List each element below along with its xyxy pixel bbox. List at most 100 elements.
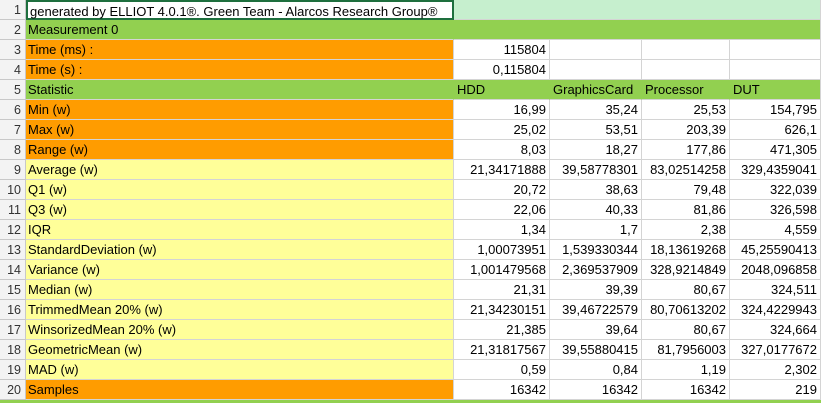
title-cell[interactable]: generated by ELLIOT 4.0.1®. Green Team -… (26, 0, 454, 20)
column-header-processor[interactable]: Processor (642, 80, 730, 100)
value-cell-processor[interactable]: 81,7956003 (642, 340, 730, 360)
empty-cell[interactable] (642, 40, 730, 60)
row-header[interactable]: 16 (0, 300, 26, 320)
statistic-header[interactable]: Statistic (26, 80, 454, 100)
value-cell-processor[interactable]: 80,70613202 (642, 300, 730, 320)
empty-cell[interactable] (730, 40, 821, 60)
statistic-label[interactable]: TrimmedMean 20% (w) (26, 300, 454, 320)
value-cell-hdd[interactable]: 1,001479568 (454, 260, 550, 280)
value-cell-hdd[interactable]: 22,06 (454, 200, 550, 220)
value-cell-processor[interactable]: 80,67 (642, 280, 730, 300)
value-cell-processor[interactable]: 83,02514258 (642, 160, 730, 180)
value-cell-processor[interactable]: 80,67 (642, 320, 730, 340)
value-cell-graphicscard[interactable]: 39,58778301 (550, 160, 642, 180)
value-cell-graphicscard[interactable]: 39,64 (550, 320, 642, 340)
value-cell-hdd[interactable]: 21,385 (454, 320, 550, 340)
column-header-hdd[interactable]: HDD (454, 80, 550, 100)
row-header[interactable]: 7 (0, 120, 26, 140)
statistic-label[interactable]: Range (w) (26, 140, 454, 160)
value-cell-graphicscard[interactable]: 18,27 (550, 140, 642, 160)
column-header-graphicscard[interactable]: GraphicsCard (550, 80, 642, 100)
value-cell-processor[interactable]: 177,86 (642, 140, 730, 160)
statistic-label[interactable]: StandardDeviation (w) (26, 240, 454, 260)
value-cell-graphicscard[interactable]: 1,539330344 (550, 240, 642, 260)
statistic-label[interactable]: Median (w) (26, 280, 454, 300)
value-cell-dut[interactable]: 324,4229943 (730, 300, 821, 320)
row-header[interactable]: 4 (0, 60, 26, 80)
row-header[interactable]: 8 (0, 140, 26, 160)
value-cell-processor[interactable]: 328,9214849 (642, 260, 730, 280)
value-cell-dut[interactable]: 2,302 (730, 360, 821, 380)
value-cell-hdd[interactable]: 16,99 (454, 100, 550, 120)
value-cell-dut[interactable]: 626,1 (730, 120, 821, 140)
row-header[interactable]: 14 (0, 260, 26, 280)
value-cell-graphicscard[interactable]: 38,63 (550, 180, 642, 200)
value-cell-dut[interactable]: 329,4359041 (730, 160, 821, 180)
statistic-label[interactable]: Min (w) (26, 100, 454, 120)
value-cell-hdd[interactable]: 21,34171888 (454, 160, 550, 180)
time-ms-value[interactable]: 115804 (454, 40, 550, 60)
value-cell-graphicscard[interactable]: 53,51 (550, 120, 642, 140)
value-cell-hdd[interactable]: 21,34230151 (454, 300, 550, 320)
value-cell-dut[interactable]: 154,795 (730, 100, 821, 120)
value-cell-graphicscard[interactable]: 39,46722579 (550, 300, 642, 320)
statistic-label[interactable]: IQR (26, 220, 454, 240)
row-header[interactable]: 3 (0, 40, 26, 60)
row-header[interactable]: 2 (0, 20, 26, 40)
time-s-value[interactable]: 0,115804 (454, 60, 550, 80)
row-header[interactable]: 20 (0, 380, 26, 400)
statistic-label[interactable]: Max (w) (26, 120, 454, 140)
value-cell-processor[interactable]: 79,48 (642, 180, 730, 200)
value-cell-graphicscard[interactable]: 39,55880415 (550, 340, 642, 360)
value-cell-hdd[interactable]: 16342 (454, 380, 550, 400)
row-header[interactable]: 13 (0, 240, 26, 260)
value-cell-hdd[interactable]: 1,34 (454, 220, 550, 240)
empty-cell[interactable] (730, 60, 821, 80)
value-cell-hdd[interactable]: 21,31 (454, 280, 550, 300)
statistic-label[interactable]: GeometricMean (w) (26, 340, 454, 360)
value-cell-dut[interactable]: 471,305 (730, 140, 821, 160)
row-header[interactable]: 1 (0, 0, 26, 20)
value-cell-dut[interactable]: 219 (730, 380, 821, 400)
value-cell-dut[interactable]: 327,0177672 (730, 340, 821, 360)
row-header[interactable]: 12 (0, 220, 26, 240)
statistic-label[interactable]: Q3 (w) (26, 200, 454, 220)
value-cell-dut[interactable]: 322,039 (730, 180, 821, 200)
row-header[interactable]: 19 (0, 360, 26, 380)
statistic-label[interactable]: Variance (w) (26, 260, 454, 280)
value-cell-hdd[interactable]: 21,31817567 (454, 340, 550, 360)
column-header-dut[interactable]: DUT (730, 80, 821, 100)
value-cell-graphicscard[interactable]: 39,39 (550, 280, 642, 300)
value-cell-processor[interactable]: 203,39 (642, 120, 730, 140)
row-header[interactable]: 18 (0, 340, 26, 360)
value-cell-graphicscard[interactable]: 35,24 (550, 100, 642, 120)
time-ms-label[interactable]: Time (ms) : (26, 40, 454, 60)
value-cell-processor[interactable]: 18,13619268 (642, 240, 730, 260)
statistic-label[interactable]: MAD (w) (26, 360, 454, 380)
value-cell-graphicscard[interactable]: 1,7 (550, 220, 642, 240)
measurement-cell[interactable]: Measurement 0 (26, 20, 454, 40)
value-cell-hdd[interactable]: 8,03 (454, 140, 550, 160)
value-cell-hdd[interactable]: 0,59 (454, 360, 550, 380)
row-header[interactable]: 9 (0, 160, 26, 180)
row-header[interactable]: 10 (0, 180, 26, 200)
value-cell-dut[interactable]: 324,664 (730, 320, 821, 340)
row-header[interactable]: 11 (0, 200, 26, 220)
value-cell-dut[interactable]: 4,559 (730, 220, 821, 240)
value-cell-graphicscard[interactable]: 2,369537909 (550, 260, 642, 280)
empty-cell[interactable] (550, 60, 642, 80)
value-cell-processor[interactable]: 2,38 (642, 220, 730, 240)
value-cell-hdd[interactable]: 20,72 (454, 180, 550, 200)
row-header[interactable]: 6 (0, 100, 26, 120)
value-cell-dut[interactable]: 326,598 (730, 200, 821, 220)
value-cell-processor[interactable]: 25,53 (642, 100, 730, 120)
value-cell-graphicscard[interactable]: 16342 (550, 380, 642, 400)
measurement-fill-cell[interactable] (454, 20, 821, 40)
value-cell-graphicscard[interactable]: 0,84 (550, 360, 642, 380)
row-header[interactable]: 17 (0, 320, 26, 340)
value-cell-hdd[interactable]: 25,02 (454, 120, 550, 140)
row-header[interactable]: 15 (0, 280, 26, 300)
statistic-label[interactable]: Samples (26, 380, 454, 400)
row-header[interactable]: 5 (0, 80, 26, 100)
value-cell-dut[interactable]: 45,25590413 (730, 240, 821, 260)
